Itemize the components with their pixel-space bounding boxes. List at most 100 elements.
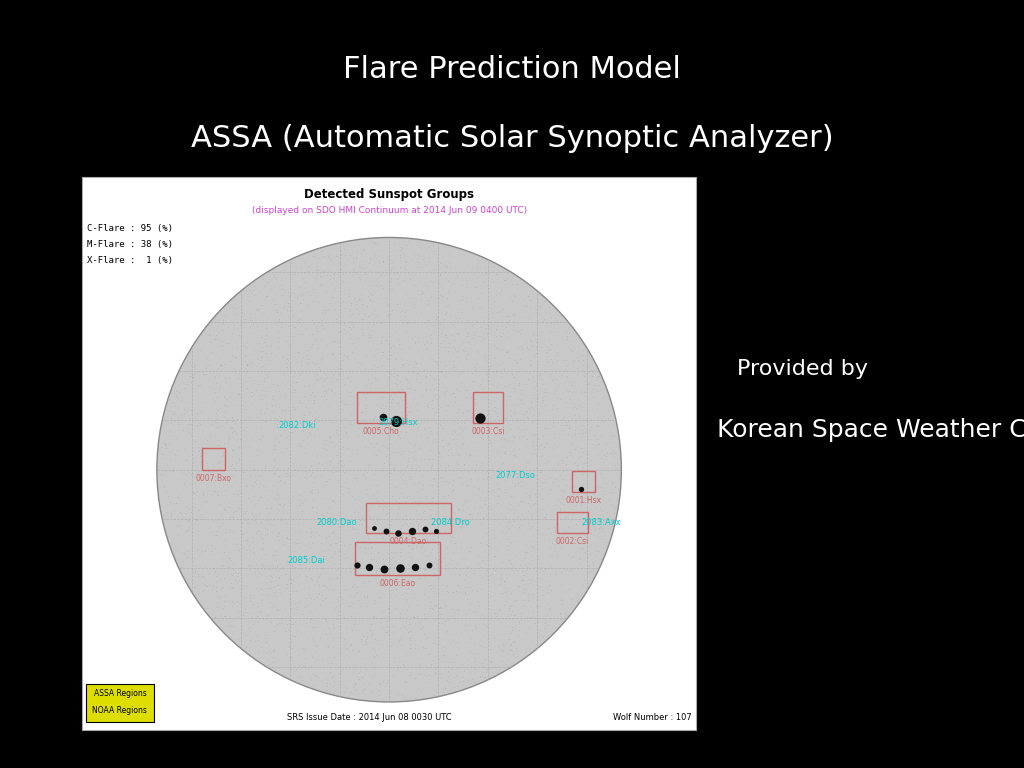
- Point: [383, 519, 399, 531]
- Point: [520, 497, 537, 509]
- Point: [434, 617, 451, 629]
- Point: [251, 337, 267, 349]
- Point: [514, 343, 530, 355]
- Point: [253, 469, 269, 482]
- Point: [546, 429, 562, 441]
- Point: [547, 524, 563, 536]
- Point: [380, 257, 396, 270]
- Point: [525, 611, 542, 623]
- Point: [482, 435, 499, 448]
- Point: [216, 595, 232, 607]
- Point: [490, 489, 507, 502]
- Point: [390, 400, 407, 412]
- Point: [273, 404, 290, 416]
- Point: [328, 465, 344, 477]
- Point: [301, 613, 317, 625]
- Point: [183, 429, 200, 442]
- Point: [182, 376, 199, 388]
- Point: [256, 375, 272, 387]
- Point: [239, 606, 255, 618]
- Point: [345, 618, 361, 631]
- Point: [294, 328, 310, 340]
- Point: [422, 601, 438, 613]
- Point: [204, 336, 220, 348]
- Point: [520, 290, 537, 302]
- Point: [413, 453, 429, 465]
- Point: [315, 624, 332, 636]
- Point: [455, 517, 471, 529]
- Point: [343, 637, 359, 650]
- Point: [342, 249, 358, 261]
- Point: [455, 504, 471, 516]
- Point: [354, 670, 371, 683]
- Point: [541, 483, 557, 495]
- Point: [365, 685, 381, 697]
- Point: [439, 613, 456, 625]
- Point: [209, 589, 225, 601]
- Point: [166, 387, 182, 399]
- Point: [573, 349, 590, 362]
- Point: [543, 353, 559, 366]
- Point: [549, 339, 565, 351]
- Point: [365, 289, 381, 301]
- Point: [509, 650, 525, 662]
- Point: [289, 603, 305, 615]
- Point: [335, 663, 351, 675]
- Point: [495, 587, 511, 599]
- Point: [355, 677, 372, 690]
- Point: [294, 505, 310, 518]
- Point: [267, 298, 284, 310]
- Point: [562, 564, 579, 577]
- Point: [345, 522, 361, 535]
- Point: [286, 386, 302, 399]
- Point: [368, 468, 384, 480]
- Point: [486, 352, 503, 364]
- Point: [311, 580, 328, 592]
- Point: [429, 554, 445, 567]
- Point: [497, 274, 513, 286]
- Point: [244, 432, 260, 444]
- Point: [382, 558, 398, 571]
- Point: [484, 276, 501, 288]
- Point: [410, 261, 426, 273]
- Point: [410, 518, 426, 531]
- Point: [352, 289, 369, 301]
- Point: [509, 477, 525, 489]
- Point: [382, 640, 398, 652]
- Point: [158, 505, 174, 518]
- Point: [189, 504, 206, 516]
- Point: [395, 525, 412, 537]
- Point: [354, 511, 371, 523]
- Point: [505, 599, 521, 611]
- Point: [335, 323, 351, 335]
- Point: [497, 486, 513, 498]
- Point: [188, 419, 205, 432]
- Point: [259, 502, 275, 514]
- Text: 2077:Dso: 2077:Dso: [495, 471, 536, 480]
- Point: [221, 371, 238, 383]
- Point: [182, 506, 199, 518]
- Point: [209, 601, 225, 613]
- Point: [290, 438, 306, 450]
- Point: [331, 549, 347, 561]
- Point: [475, 666, 492, 678]
- Point: [254, 542, 270, 554]
- Point: [292, 369, 308, 381]
- Point: [239, 517, 255, 529]
- Point: [216, 572, 232, 584]
- Point: [262, 559, 279, 571]
- Point: [327, 604, 343, 616]
- Point: [504, 611, 520, 624]
- Point: [422, 427, 438, 439]
- Point: [535, 565, 551, 578]
- Point: [231, 574, 248, 586]
- Point: [429, 242, 445, 254]
- Point: [523, 520, 540, 532]
- Point: [182, 370, 199, 382]
- Point: [290, 314, 306, 326]
- Point: [507, 468, 523, 480]
- Point: [435, 641, 452, 653]
- Point: [370, 651, 386, 664]
- Point: [541, 301, 557, 313]
- Point: [216, 405, 232, 417]
